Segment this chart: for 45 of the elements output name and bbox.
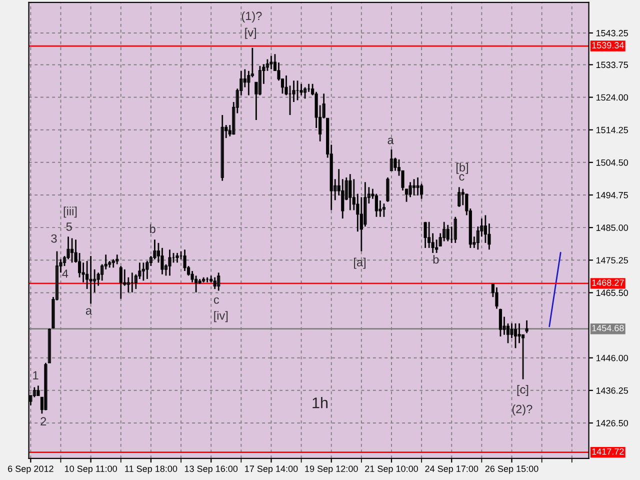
annotation: a — [388, 138, 394, 144]
annotation: (1)? — [242, 11, 262, 22]
ref-line-label: 1539.34 — [592, 42, 624, 48]
x-tick-label: 13 Sep 16:00 — [184, 466, 238, 474]
y-tick-label: 1465.50 — [596, 290, 628, 296]
annotation: 4 — [62, 270, 68, 278]
annotation: [v] — [245, 28, 256, 39]
y-tick-label: 1436.25 — [596, 387, 628, 394]
y-tick-label: 1494.75 — [596, 192, 628, 198]
x-tick-label: 11 Sep 18:00 — [125, 466, 178, 474]
x-tick-label: 17 Sep 14:00 — [245, 466, 298, 474]
ref-line-label: 1417.72 — [592, 448, 624, 455]
x-tick-label: 21 Sep 10:00 — [365, 466, 418, 474]
annotation: 1 — [33, 371, 38, 380]
annotation: c — [459, 174, 464, 181]
x-tick-label: 19 Sep 12:00 — [305, 466, 358, 474]
annotation: [iii] — [64, 206, 77, 218]
x-tick-label: 26 Sep 15:00 — [485, 466, 538, 474]
x-tick-label: 6 Sep 2012 — [8, 466, 54, 474]
annotation: a — [86, 308, 92, 315]
y-tick-label: 1446.00 — [596, 354, 628, 362]
annotation: 1h — [312, 397, 328, 408]
y-tick-label: 1485.00 — [596, 224, 628, 231]
annotation: [a] — [354, 258, 366, 269]
ref-line-label: 1468.27 — [592, 279, 624, 286]
annotation: [b] — [456, 162, 468, 174]
annotation: (2)? — [512, 404, 532, 416]
y-tick-label: 1475.25 — [596, 257, 628, 264]
y-tick-label: 1514.25 — [596, 126, 628, 134]
annotation: c — [214, 297, 220, 304]
ref-line-label: 1454.68 — [592, 324, 624, 332]
y-tick-label: 1504.50 — [596, 159, 628, 166]
annotation: b — [150, 224, 156, 234]
y-tick-label: 1524.00 — [596, 94, 628, 101]
annotation: [c] — [517, 384, 528, 396]
x-tick-label: 10 Sep 11:00 — [64, 466, 117, 474]
y-tick-label: 1426.50 — [596, 420, 628, 426]
annotation: 5 — [66, 222, 72, 231]
annotation: 2 — [40, 417, 46, 426]
annotation: b — [433, 254, 439, 264]
annotation: [iv] — [214, 311, 228, 322]
annotation: 3 — [51, 234, 57, 243]
y-tick-label: 1543.25 — [596, 30, 628, 36]
x-tick-label: 24 Sep 17:00 — [425, 466, 478, 474]
y-tick-label: 1533.75 — [596, 62, 628, 68]
